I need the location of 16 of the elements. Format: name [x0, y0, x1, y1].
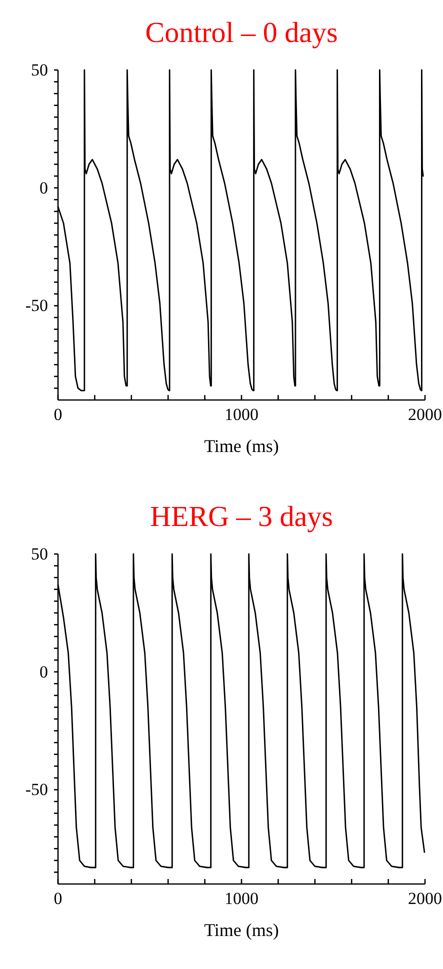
chart-title: Control – 0 days	[145, 17, 338, 49]
y-tick-label: -50	[25, 296, 48, 316]
x-axis-title: Time (ms)	[204, 920, 279, 940]
chart-title: HERG – 3 days	[150, 501, 333, 533]
y-tick-label: 50	[31, 60, 48, 80]
x-tick-label: 2000	[408, 405, 442, 424]
y-tick-label: 0	[40, 662, 48, 682]
x-tick-label: 0	[54, 405, 62, 424]
x-tick-label: 2000	[408, 889, 442, 908]
x-tick-label: 1000	[224, 889, 258, 908]
y-tick-label: 0	[40, 178, 48, 198]
x-tick-label: 0	[54, 889, 62, 908]
y-tick-label: 50	[31, 544, 48, 564]
x-axis-title: Time (ms)	[204, 436, 279, 456]
y-tick-label: -50	[25, 780, 48, 800]
x-tick-label: 1000	[224, 405, 258, 424]
